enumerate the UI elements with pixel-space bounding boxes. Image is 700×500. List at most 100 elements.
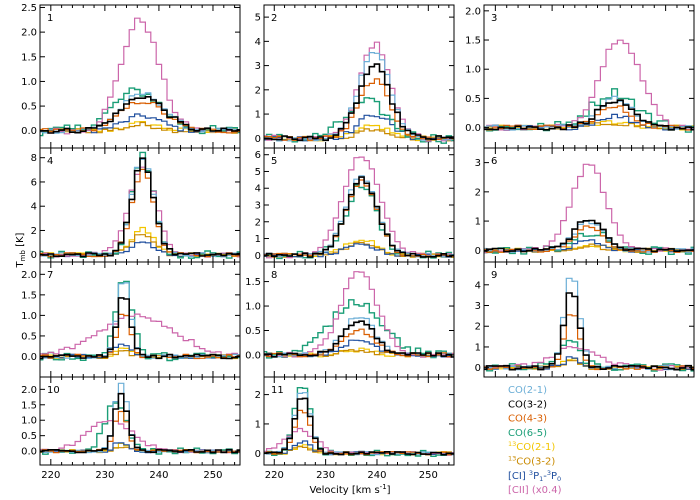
panel-label: 4 <box>47 156 53 167</box>
y-tick-label: 1.0 <box>245 302 261 313</box>
y-axis-title: Tmb [K] <box>15 232 27 268</box>
panel-11-series <box>264 387 454 457</box>
y-tick-label: 1.5 <box>21 290 37 301</box>
series-co-4-3- <box>264 179 454 258</box>
x-tick-label: 220 <box>41 470 60 481</box>
legend-co32: CO(3-2) <box>508 399 547 410</box>
panel-label: 1 <box>47 13 53 24</box>
y-tick-label: 3 <box>255 201 261 212</box>
y-tick-label: 5 <box>255 167 261 178</box>
y-tick-label: 8 <box>31 153 37 164</box>
series-co-3-2- <box>484 292 694 371</box>
series-co-2-1- <box>40 382 240 454</box>
y-tick-label: 6 <box>255 150 261 161</box>
y-tick-label: 1.0 <box>21 311 37 322</box>
panel-8: 0.0 0.5 1.0 1.5 8 <box>245 261 455 378</box>
y-tick-label: 3 <box>255 61 261 72</box>
legend: CO(2-1) CO(3-2) CO(4-3) CO(6-5)13CO(2-1) 13C… <box>508 385 562 496</box>
series-co-6-5- <box>40 402 240 455</box>
y-tick-label: 1 <box>475 342 481 353</box>
series-cii <box>40 313 240 356</box>
legend-co43: CO(4-3) <box>508 414 547 425</box>
series-co-3-2- <box>264 320 454 358</box>
panel-6-series <box>484 163 694 255</box>
y-tick-label: 2 <box>475 322 481 333</box>
y-tick-label: 2 <box>475 187 481 198</box>
y-tick-label: 4 <box>255 37 261 48</box>
series-co-3-2- <box>40 297 240 360</box>
y-tick-label: 1.0 <box>21 416 37 427</box>
panel-1: 0.0 0.5 1.0 1.5 2.0 2.5 1 <box>21 3 241 149</box>
panel-7: 0.0 0.5 1.0 1.5 2.0 7 <box>21 261 241 378</box>
legend-c13co21: 13CO(2-1) <box>508 440 555 453</box>
y-tick-label: 0.5 <box>465 94 481 105</box>
y-tick-label: 2 <box>255 217 261 228</box>
y-tick-label: 1.5 <box>21 400 37 411</box>
panel-label: 10 <box>47 385 60 396</box>
y-tick-label: 0 <box>255 251 261 262</box>
panel-10-series <box>40 382 240 455</box>
y-tick-label: 2 <box>255 390 261 401</box>
x-tick-label: 250 <box>419 470 438 481</box>
y-tick-label: 0.0 <box>21 447 37 458</box>
panel-2-series <box>264 41 454 144</box>
y-tick-label: 2.0 <box>465 6 481 17</box>
y-tick-label: 2.0 <box>21 28 37 39</box>
y-tick-label: 0.0 <box>465 123 481 134</box>
y-tick-label: 2 <box>255 85 261 96</box>
series-cii <box>264 271 454 358</box>
panel-frame <box>39 376 241 466</box>
x-tick-label: 230 <box>95 470 114 481</box>
y-tick-label: 1 <box>255 419 261 430</box>
series-co-3-2- <box>40 157 240 258</box>
x-tick-label: 220 <box>265 470 284 481</box>
y-tick-label: 4 <box>31 202 37 213</box>
y-tick-label: 6 <box>31 177 37 188</box>
legend-co21: CO(2-1) <box>508 385 547 396</box>
panel-frame <box>263 147 455 263</box>
panel-label: 2 <box>271 13 277 24</box>
panel-3: 0.0 0.5 1.0 1.5 2.0 3 <box>465 4 695 149</box>
series-co-2-1- <box>264 392 454 456</box>
y-tick-label: 0.5 <box>21 331 37 342</box>
y-tick-label: 2 <box>31 226 37 237</box>
y-tick-label: 0.5 <box>245 326 261 337</box>
y-tick-label: 3 <box>475 301 481 312</box>
panel-label: 7 <box>47 270 53 281</box>
legend-c13co32: 13CO(3-2) <box>508 455 555 468</box>
y-tick-label: 2.0 <box>21 270 37 281</box>
panel-label: 3 <box>491 13 497 24</box>
y-tick-label: 1.5 <box>21 52 37 63</box>
y-tick-label: 0 <box>255 134 261 145</box>
y-tick-label: 5 <box>255 13 261 24</box>
y-tick-label: 0.0 <box>21 126 37 137</box>
y-tick-label: 0.0 <box>21 352 37 363</box>
panel-label: 6 <box>491 156 497 167</box>
y-tick-label: 4 <box>475 280 481 291</box>
y-tick-label: 1.0 <box>21 77 37 88</box>
y-tick-label: 1 <box>475 217 481 228</box>
series-co-4-3- <box>40 168 240 258</box>
panel-8-series <box>264 271 454 359</box>
panel-5-series <box>264 156 454 260</box>
legend-co65: CO(6-5) <box>508 428 547 439</box>
y-tick-label: 2.0 <box>21 385 37 396</box>
panel-11: 0 1 2 220 230 240 250 11 <box>255 376 455 481</box>
panel-frame <box>483 261 695 378</box>
series-co-3-2- <box>264 176 454 258</box>
series-co-6-5- <box>264 299 454 359</box>
y-tick-label: 2.5 <box>21 3 37 14</box>
series-co-6-5- <box>264 387 454 457</box>
panel-6: 0 1 2 3 6 <box>475 147 695 263</box>
y-tick-label: 1.5 <box>245 277 261 288</box>
panel-3-series <box>484 39 694 133</box>
y-tick-label: 0 <box>255 449 261 460</box>
y-tick-label: 1.5 <box>465 36 481 47</box>
panel-1-series <box>40 17 240 137</box>
panel-label: 8 <box>271 270 277 281</box>
